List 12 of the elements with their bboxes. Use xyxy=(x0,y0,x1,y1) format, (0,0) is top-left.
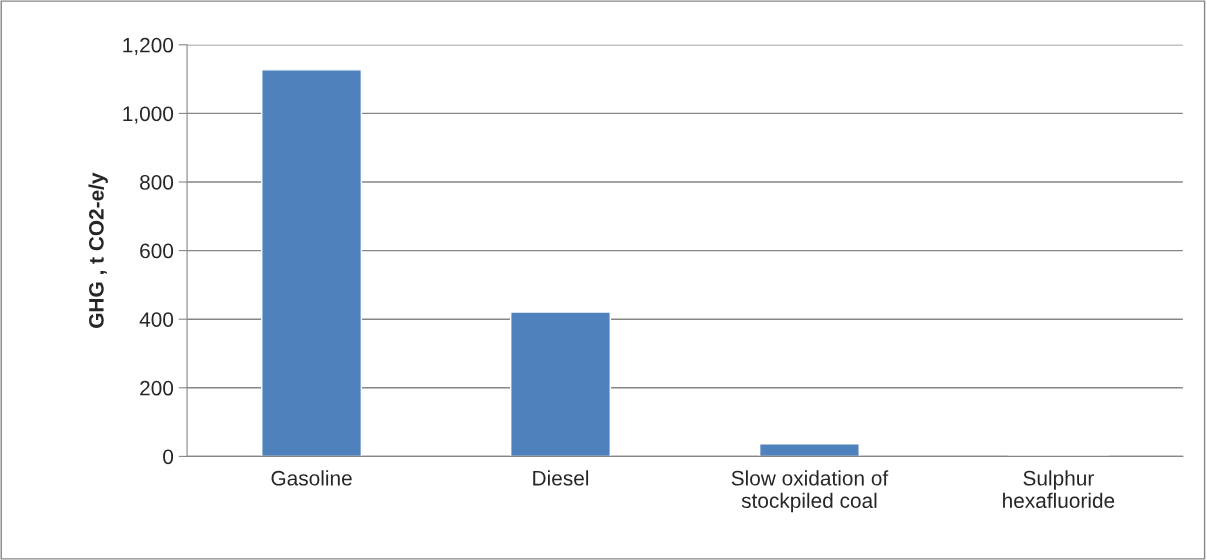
y-tick-label: 1,000 xyxy=(123,106,174,124)
y-tick-label: 200 xyxy=(140,380,174,396)
y-tick-label: 800 xyxy=(140,175,174,190)
y-tick-label: 600 xyxy=(140,243,174,259)
x-tick-label: Slow oxidation of stockpiled coal xyxy=(731,470,889,513)
y-axis-title: GHG , t CO2-e/y xyxy=(88,172,108,328)
x-tick-label: Sulphur hexafluoride xyxy=(1003,470,1115,509)
x-tick-label: Gasoline xyxy=(271,470,352,486)
y-tick-label: 0 xyxy=(163,449,174,465)
y-tick-label: 400 xyxy=(139,312,174,327)
x-tick-label: Diesel xyxy=(533,470,589,486)
y-tick-label: 1,200 xyxy=(123,37,174,56)
